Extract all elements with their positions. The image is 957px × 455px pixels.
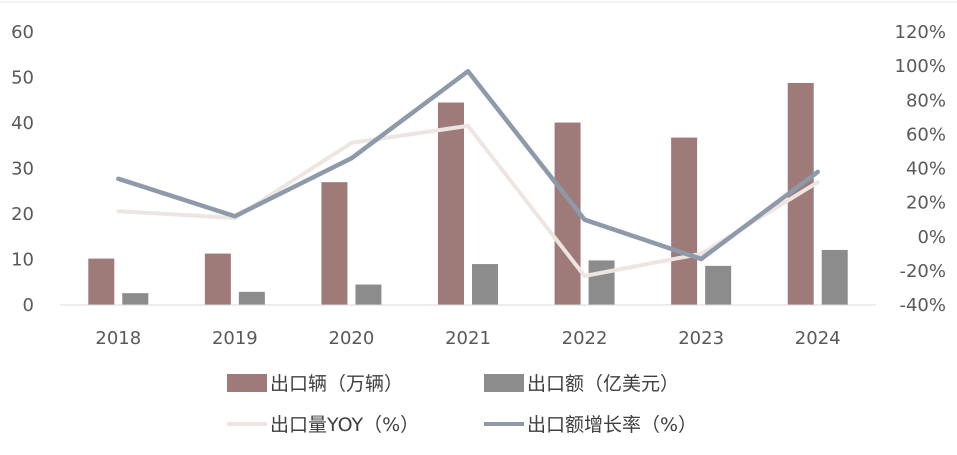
bar-export-value-2024 <box>821 249 848 305</box>
x-tick-label: 2020 <box>329 328 375 349</box>
right-tick-label: 80% <box>906 90 946 111</box>
bar-export-units-2019 <box>204 253 231 305</box>
left-tick-label: 50 <box>11 68 34 89</box>
bar-export-value-2018 <box>122 293 149 305</box>
legend-export-units-swatch <box>227 374 267 392</box>
bar-export-units-2020 <box>321 182 348 305</box>
x-tick-label: 2018 <box>95 328 141 349</box>
right-tick-label: 60% <box>906 124 946 145</box>
right-tick-label: -20% <box>899 261 946 282</box>
right-tick-label: 20% <box>906 193 946 214</box>
left-tick-label: 0 <box>23 295 34 316</box>
legend-export-value-growth: 出口额增长率（%） <box>484 414 697 436</box>
bar-export-units-2021 <box>438 102 464 306</box>
legend-export-volume-yoy: 出口量YOY（%） <box>227 414 419 436</box>
bar-export-units-2022 <box>554 122 581 305</box>
x-tick-label: 2019 <box>212 328 258 349</box>
legend-export-value: 出口额（亿美元） <box>484 373 679 395</box>
left-tick-label: 20 <box>11 204 34 225</box>
x-axis-ticks: 2018 2019 2020 2021 2022 2023 2024 <box>95 328 840 349</box>
legend-export-volume-yoy-label: 出口量YOY（%） <box>270 414 419 436</box>
left-tick-label: 10 <box>11 250 34 271</box>
legend-export-value-swatch <box>484 374 524 392</box>
left-axis-ticks: 0 10 20 30 40 50 60 <box>11 22 34 316</box>
right-tick-label: 0% <box>917 227 946 248</box>
legend: 出口辆（万辆） 出口额（亿美元） 出口量YOY（%） 出口额增长率（%） <box>227 373 697 436</box>
left-tick-label: 40 <box>11 113 34 134</box>
legend-export-value-growth-label: 出口额增长率（%） <box>527 414 697 436</box>
right-tick-label: -40% <box>899 295 946 316</box>
legend-export-value-label: 出口额（亿美元） <box>527 373 679 395</box>
bar-export-value-2023 <box>705 265 732 305</box>
bars-layer <box>88 82 848 306</box>
right-tick-label: 40% <box>906 159 946 180</box>
x-tick-label: 2021 <box>445 328 491 349</box>
right-tick-label: 120% <box>895 22 946 43</box>
bar-export-value-2022 <box>588 260 615 305</box>
left-tick-label: 60 <box>11 22 34 43</box>
legend-export-units: 出口辆（万辆） <box>227 373 403 395</box>
x-tick-label: 2022 <box>562 328 608 349</box>
bar-export-value-2019 <box>238 291 265 305</box>
left-tick-label: 30 <box>11 159 34 180</box>
lines-layer <box>116 68 820 278</box>
line-export-value-growth <box>116 68 820 262</box>
bar-export-value-2020 <box>355 284 382 305</box>
right-tick-label: 100% <box>895 56 946 77</box>
legend-export-units-label: 出口辆（万辆） <box>270 373 403 395</box>
bar-export-units-2018 <box>88 258 115 305</box>
bar-export-value-2021 <box>472 264 498 305</box>
line-export-volume-yoy <box>116 123 820 278</box>
bar-export-units-2023 <box>671 137 698 305</box>
right-axis-ticks: -40% -20% 0% 20% 40% 60% 80% 100% 120% <box>895 22 946 316</box>
x-tick-label: 2024 <box>795 328 841 349</box>
x-tick-label: 2023 <box>678 328 724 349</box>
